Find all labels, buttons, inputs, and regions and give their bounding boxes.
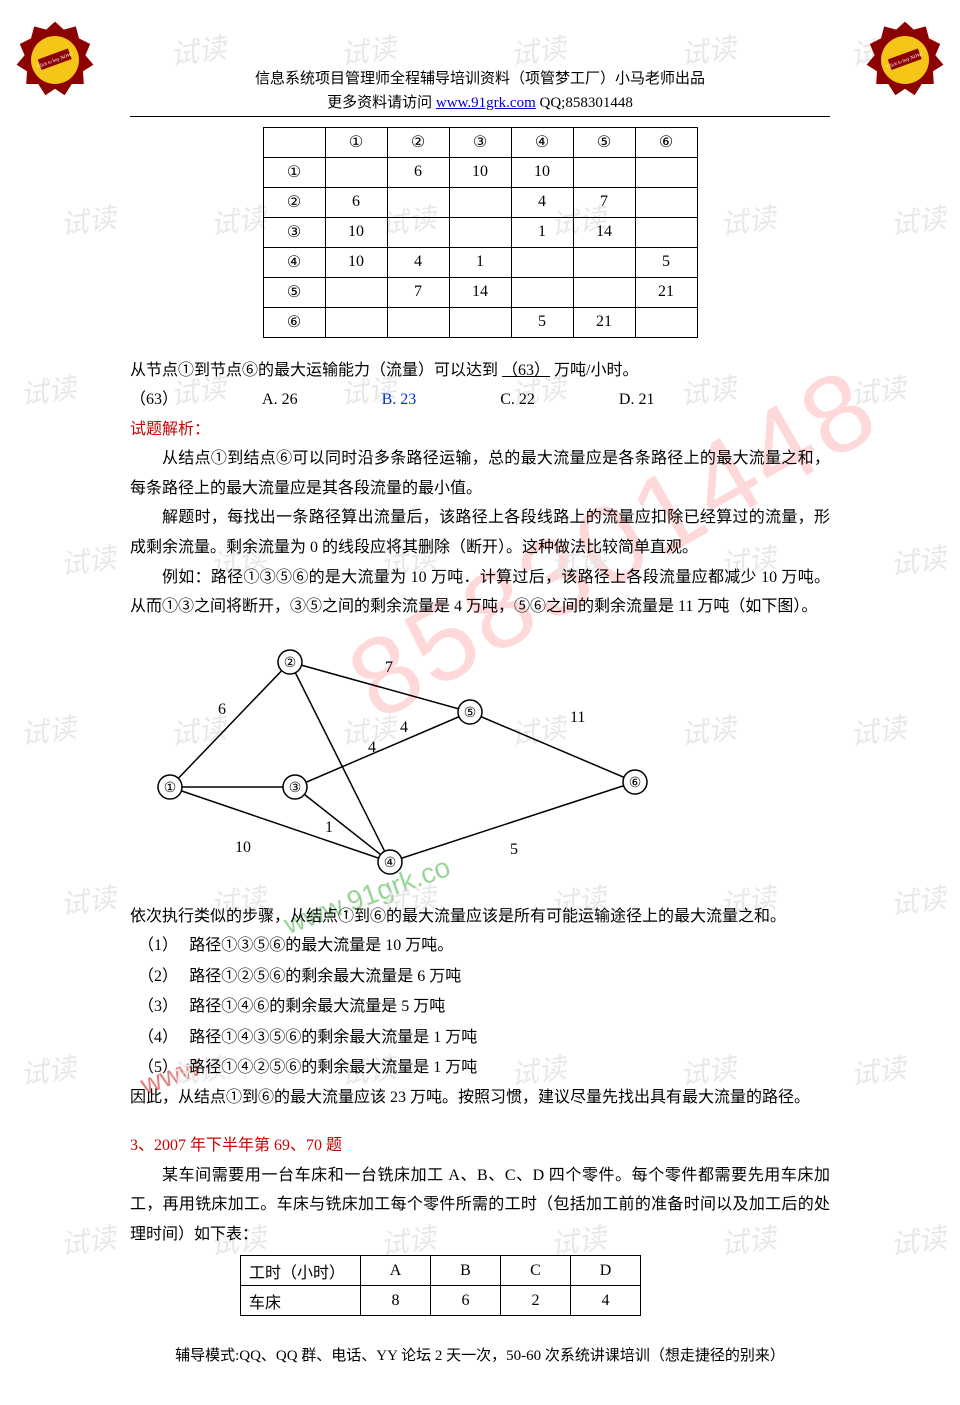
svg-text:7: 7 — [385, 659, 393, 676]
question-blank: （63） — [502, 362, 550, 379]
network-graph: 6107414511①②③④⑤⑥ — [140, 632, 830, 892]
analysis-p1: 从结点①到结点⑥可以同时沿多条路径运输，总的最大流量应是各条路径上的最大流量之和… — [130, 444, 830, 503]
option-d: D. 21 — [619, 385, 655, 415]
analysis-p3: 例如：路径①③⑤⑥的是大流量为 10 万吨．计算过后，该路径上各段流量应都减少 … — [130, 563, 830, 622]
svg-text:②: ② — [284, 656, 297, 671]
matrix-cell: ⑥ — [635, 127, 697, 157]
option-c: C. 22 — [500, 385, 535, 415]
svg-text:⑥: ⑥ — [629, 776, 642, 791]
svg-text:10: 10 — [235, 839, 251, 856]
list-item: （2）路径①②⑤⑥的剩余最大流量是 6 万吨 — [138, 962, 830, 992]
svg-text:③: ③ — [289, 781, 302, 796]
list-item: （3）路径①④⑥的剩余最大流量是 5 万吨 — [138, 992, 830, 1022]
list-item: （5）路径①④②⑤⑥的剩余最大流量是 1 万吨 — [138, 1053, 830, 1083]
q3-heading: 3、2007 年下半年第 69、70 题 — [130, 1131, 830, 1161]
svg-text:⑤: ⑤ — [464, 706, 477, 721]
svg-text:④: ④ — [384, 856, 397, 871]
matrix-cell — [263, 127, 325, 157]
svg-text:4: 4 — [400, 719, 408, 736]
matrix-cell: ① — [325, 127, 387, 157]
table-row: ③10114 — [263, 217, 697, 247]
matrix-cell: ② — [387, 127, 449, 157]
matrix-cell: ⑤ — [573, 127, 635, 157]
header-sub-prefix: 更多资料请访问 — [327, 95, 436, 111]
table-row: 工时（小时） A B C D — [241, 1256, 641, 1286]
svg-text:6: 6 — [218, 701, 226, 718]
list-item: （1）路径①③⑤⑥的最大流量是 10 万吨。 — [138, 931, 830, 961]
header-sub-suffix: QQ;858301448 — [536, 95, 633, 111]
table-row: 车床 8 6 2 4 — [241, 1286, 641, 1316]
table-row: ①61010 — [263, 157, 697, 187]
matrix-cell: ③ — [449, 127, 511, 157]
svg-text:1: 1 — [325, 819, 333, 836]
q3-body: 某车间需要用一台车床和一台铣床加工 A、B、C、D 四个零件。每个零件都需要先用… — [130, 1161, 830, 1250]
table-row: ⑥521 — [263, 307, 697, 337]
table-row: ④10415 — [263, 247, 697, 277]
header-subline: 更多资料请访问 www.91grk.com QQ;858301448 — [130, 91, 830, 112]
question-options: （63） A. 26 B. 23 C. 22 D. 21 — [130, 385, 830, 415]
capacity-matrix-table: ① ② ③ ④ ⑤ ⑥ ①61010 ②647 ③10114 ④10415 ⑤7… — [263, 127, 698, 338]
option-a: A. 26 — [262, 385, 298, 415]
list-item: （4）路径①④③⑤⑥的剩余最大流量是 1 万吨 — [138, 1023, 830, 1053]
followup-conclusion: 因此，从结点①到⑥的最大流量应该 23 万吨。按照习惯，建议尽量先找出具有最大流… — [130, 1083, 830, 1113]
table-row: ⑤71421 — [263, 277, 697, 307]
table-row: ②647 — [263, 187, 697, 217]
analysis-heading: 试题解析： — [130, 415, 830, 445]
question-stem: 从节点①到节点⑥的最大运输能力（流量）可以达到 （63） 万吨/小时。 — [130, 356, 830, 386]
svg-text:11: 11 — [570, 709, 585, 726]
svg-text:5: 5 — [510, 841, 518, 858]
footer-text: 辅导模式:QQ、QQ 群、电话、YY 论坛 2 天一次，50-60 次系统讲课培… — [130, 1344, 830, 1365]
analysis-p2: 解题时，每找出一条路径算出流量后，该路径上各段线路上的流量应扣除已经算过的流量，… — [130, 503, 830, 562]
matrix-cell: ④ — [511, 127, 573, 157]
page-content: 信息系统项目管理师全程辅导培训资料（项管梦工厂）小马老师出品 更多资料请访问 w… — [0, 0, 960, 1405]
header-link[interactable]: www.91grk.com — [436, 95, 536, 111]
followup-intro: 依次执行类似的步骤，从结点①到⑥的最大流量应该是所有可能运输途径上的最大流量之和… — [130, 902, 830, 932]
question-num: （63） — [130, 385, 178, 415]
table-row: ① ② ③ ④ ⑤ ⑥ — [263, 127, 697, 157]
option-b: B. 23 — [382, 385, 417, 415]
header-rule — [130, 116, 830, 117]
graph-svg: 6107414511①②③④⑤⑥ — [140, 632, 670, 892]
worktime-table: 工时（小时） A B C D 车床 8 6 2 4 — [240, 1255, 641, 1316]
svg-text:①: ① — [164, 781, 177, 796]
header-title: 信息系统项目管理师全程辅导培训资料（项管梦工厂）小马老师出品 — [130, 68, 830, 91]
